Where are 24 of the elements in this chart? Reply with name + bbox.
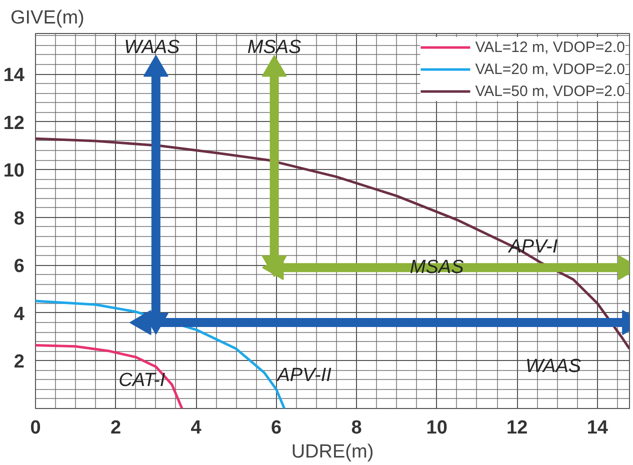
y-axis-title: GIVE(m) [10,8,84,28]
annotation: CAT-I [118,370,166,392]
x-axis-title: UDRE(m) [291,442,374,462]
annotation: WAAS [525,356,582,378]
legend-label: VAL=12 m, VDOP=2.0 [475,38,625,56]
x-tick-label: 10 [426,418,448,438]
y-tick-label: 8 [14,208,25,230]
y-tick-label: 4 [14,304,25,325]
y-tick-label: 14 [3,65,25,86]
x-tick-label: 8 [351,418,362,438]
annotation: WAAS [124,36,180,58]
y-tick-label: 12 [3,112,25,134]
x-tick-label: 2 [110,418,122,438]
x-tick-label: 14 [586,418,608,438]
y-tick-label: 10 [3,160,25,182]
legend-label: VAL=20 m, VDOP=2.0 [475,60,625,78]
y-tick-label: 6 [14,256,25,278]
x-tick-label: 4 [190,418,202,438]
legend-label: VAL=50 m, VDOP=2.0 [475,82,625,100]
annotation: APV-II [276,364,332,386]
x-tick-label: 12 [506,418,528,438]
x-tick-label: 6 [271,418,282,438]
y-tick-label: 2 [14,352,25,373]
x-tick-label: 0 [30,418,41,438]
